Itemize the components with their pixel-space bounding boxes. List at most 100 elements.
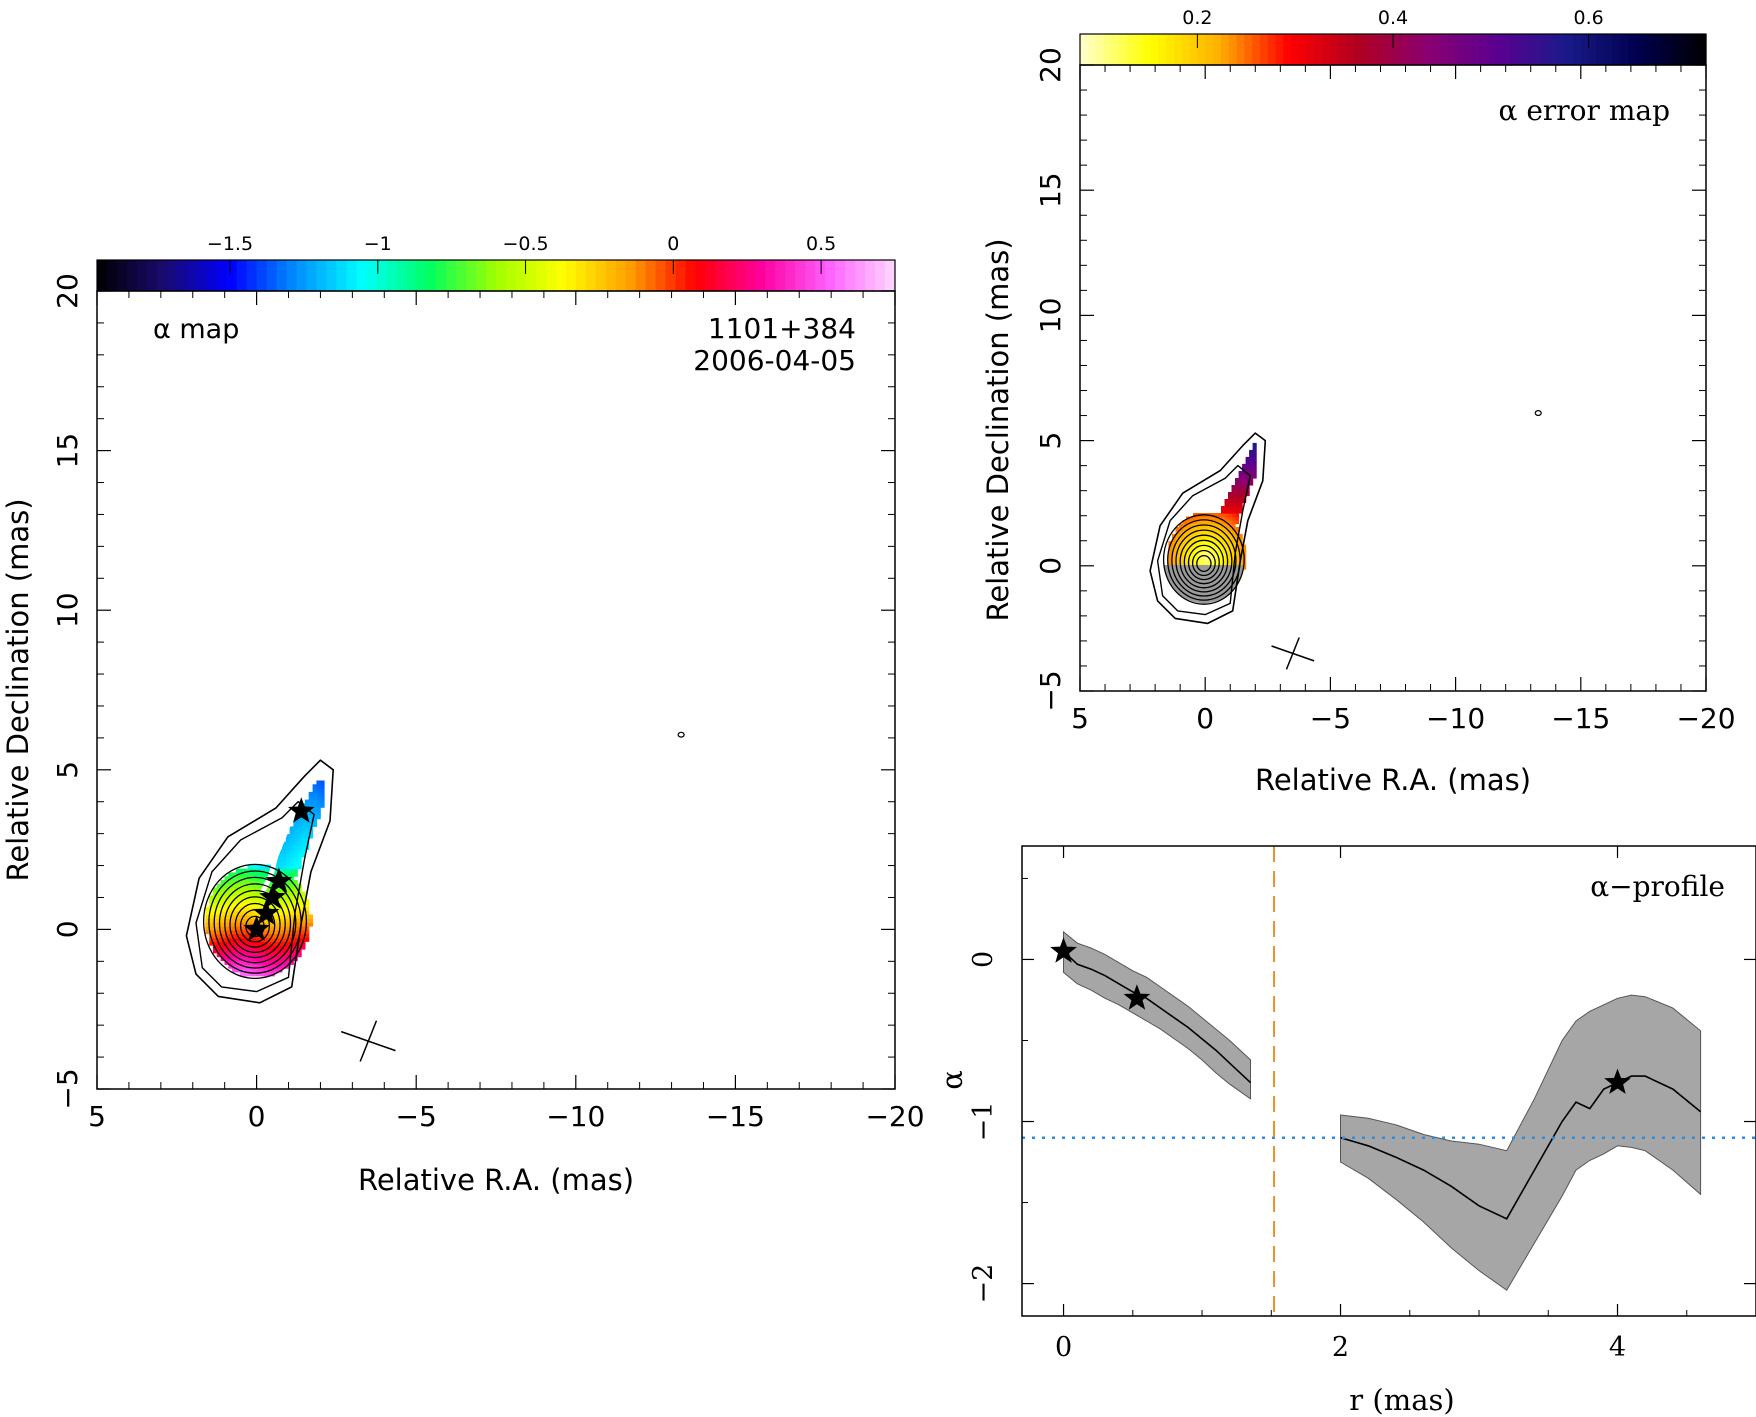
alpha-pixel [239,956,245,962]
error-pixel [1252,463,1257,468]
error-pixel [1235,551,1240,556]
alpha-pixel [262,933,268,939]
colorbar-cell [875,260,886,291]
error-pixel [1179,537,1184,542]
alpha-pixel [297,910,302,916]
y-tick-label: −2 [968,1264,999,1304]
alpha-pixel [270,937,275,942]
alpha-pixel [262,918,268,923]
error-pixel [1235,492,1240,497]
alpha-pixel [308,918,314,923]
error-pixel [1214,562,1219,567]
alpha-pixel [270,926,275,931]
error-pixel [1249,456,1254,461]
alpha-pixel [297,849,302,854]
alpha-pixel [236,929,241,935]
alpha-pixel [232,899,237,904]
error-pixel [1242,544,1247,549]
alpha-pixel [262,968,268,973]
alpha-pixel [243,945,248,950]
error-pixel [1242,548,1247,553]
profile-star [1604,1068,1631,1094]
colorbar-cell [1283,34,1292,65]
alpha-pixel [289,895,294,900]
alpha-pixel [259,883,264,889]
error-pixel [1242,499,1247,504]
alpha-pixel [293,818,298,824]
core-contour [1162,514,1245,605]
alpha-pixel [243,933,248,939]
alpha-pixel [285,857,291,862]
alpha-pixel [316,803,321,808]
alpha-pixel [289,914,294,919]
error-pixel [1193,558,1198,563]
error-pixel [1231,499,1236,504]
alpha-pixel [262,929,268,935]
alpha-pixel [312,811,317,816]
colorbar-cell [306,260,318,291]
error-pixel [1196,516,1201,521]
colorbar-cell [535,260,547,291]
colorbar-cell [476,260,487,291]
alpha-pixel [281,906,287,912]
alpha-pixel [285,926,291,931]
error-pixel [1193,548,1198,553]
alpha-pixel [259,864,264,870]
alpha-pixel [289,857,294,862]
alpha-pixel [289,960,294,965]
alpha-pixel [232,910,237,916]
alpha-pixel [251,964,256,969]
alpha-pixel [213,937,218,942]
error-pixel [1189,523,1194,528]
error-pixel [1221,551,1226,556]
alpha-pixel [220,910,225,916]
alpha-pixel [213,899,218,904]
alpha-pixel [205,922,210,927]
alpha-pixel [239,937,245,942]
alpha-pixel [247,872,252,877]
error-pixel [1221,520,1226,525]
alpha-pixel [216,945,222,950]
error-pixel [1207,527,1212,532]
alpha-pixel [278,853,283,858]
error-pixel [1182,551,1187,556]
alpha-pixel [266,964,271,969]
error-pixel [1193,516,1198,521]
alpha-pixel [236,868,241,873]
error-contours [1149,410,1542,670]
alpha-pixel [308,914,314,919]
colorbar-cell [555,260,567,291]
error-pixel [1238,499,1243,504]
error-pixel [1249,460,1254,465]
alpha-pixel [220,914,225,919]
alpha-pixel [285,868,291,873]
alpha-pixel [251,956,256,962]
colorbar-cell [1322,34,1332,65]
error-pixel [1196,520,1201,525]
alpha-pixel [216,926,222,931]
alpha-pixel [255,899,260,904]
alpha-pixel [213,914,218,919]
error-pixel [1238,544,1243,549]
colorbar-cell [815,260,826,291]
alpha-pixel [285,845,291,850]
alpha-pixel [262,922,268,927]
alpha-pixel [320,799,325,804]
alpha-pixel [243,914,248,919]
colorbar-cell [206,260,218,291]
alpha-pixel [304,803,310,808]
alpha-pixel [289,933,294,939]
alpha-pixel [251,903,256,908]
colorbar-cell [715,260,727,291]
alpha-pixel [239,968,245,973]
x-tick-label: −15 [1551,702,1610,735]
alpha-pixel [293,952,298,958]
alpha-pixel [239,945,245,950]
alpha-pixel [285,887,291,893]
colorbar-cell [1385,34,1394,65]
alpha-pixel [224,914,229,919]
error-pixel [1231,488,1236,493]
alpha-pixel [220,880,225,885]
alpha-pixel [236,952,241,958]
alpha-pixel [236,876,241,881]
